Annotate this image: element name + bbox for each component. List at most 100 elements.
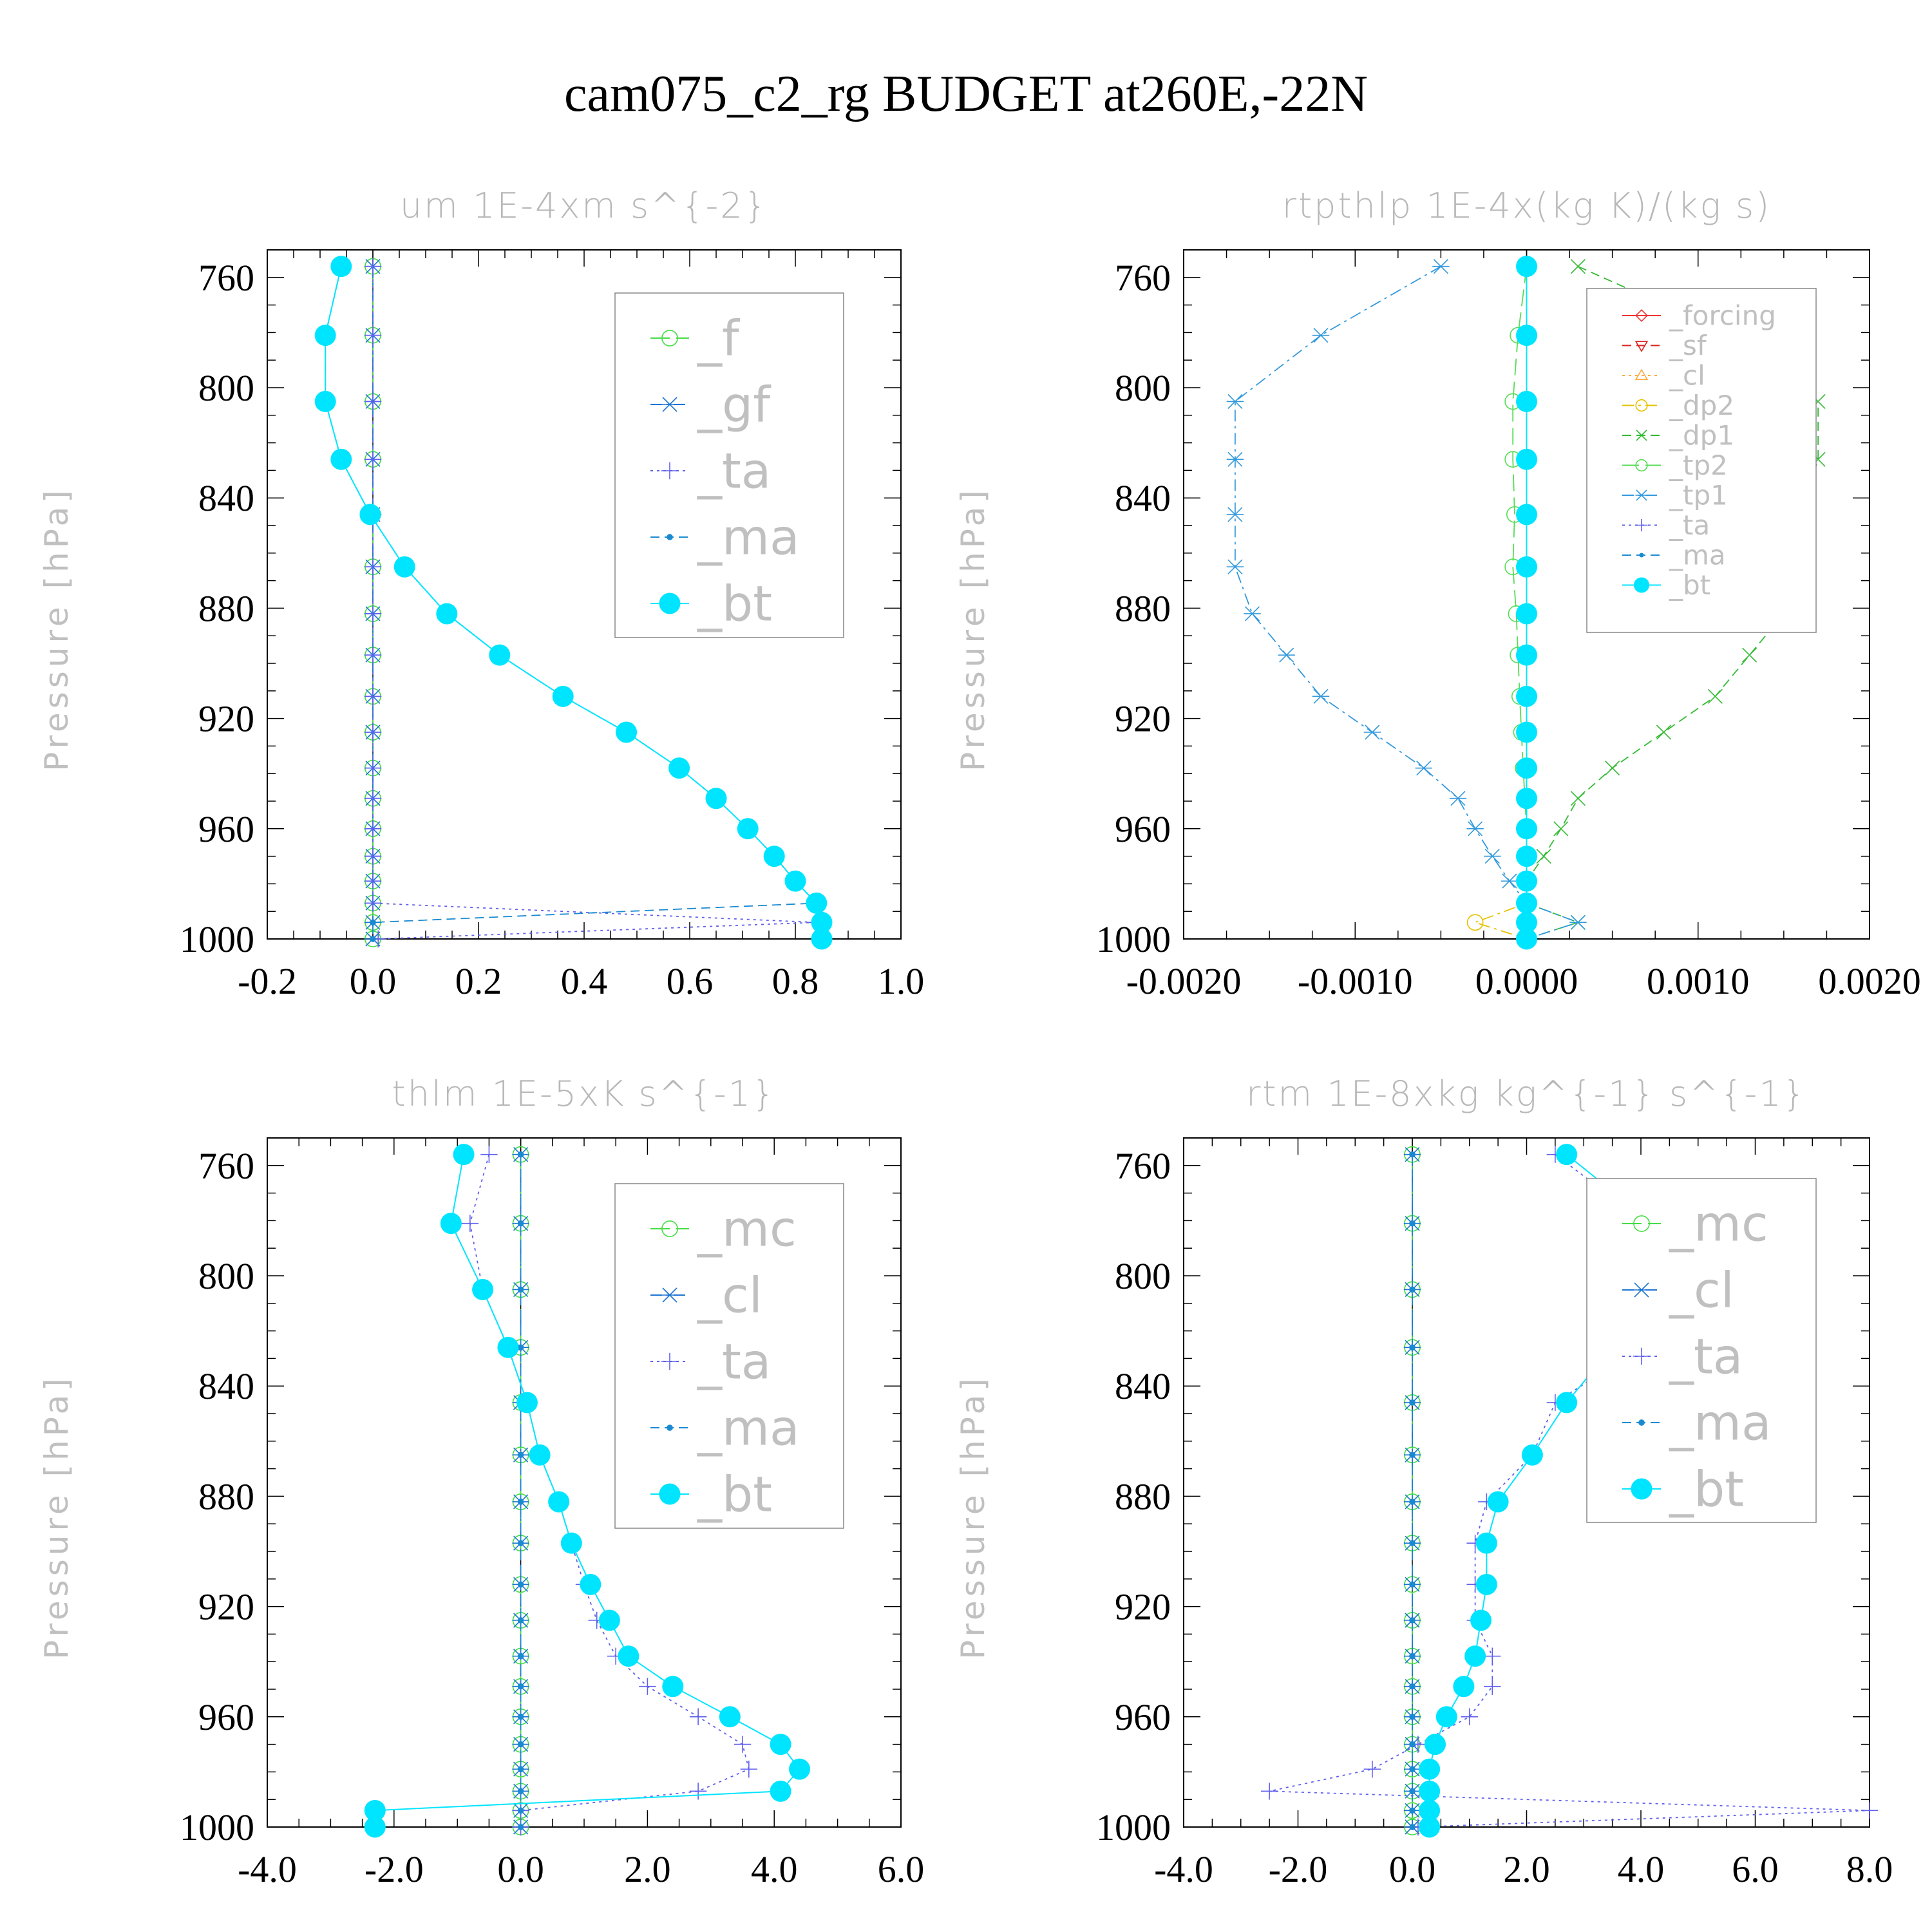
data-point bbox=[1707, 688, 1723, 704]
panel-4: rtm 1E-8xkg kg^{-1} s^{-1} Pressure [hPa]… bbox=[954, 1074, 1893, 1890]
data-point bbox=[440, 1213, 462, 1235]
data-point bbox=[364, 558, 382, 576]
legend-label: _mc bbox=[1669, 1195, 1768, 1253]
data-point bbox=[763, 846, 785, 867]
legend-label: _cl bbox=[1669, 1262, 1734, 1319]
data-point bbox=[598, 1609, 620, 1631]
y-tick-label: 920 bbox=[198, 698, 254, 740]
legend-label: _cl bbox=[697, 1267, 762, 1324]
data-point bbox=[1278, 647, 1295, 663]
data-point bbox=[364, 605, 382, 623]
data-point bbox=[1861, 1802, 1879, 1819]
legend-label: _gf bbox=[697, 376, 772, 433]
legend-marker bbox=[1635, 489, 1648, 501]
y-tick-label: 1000 bbox=[180, 918, 254, 960]
legend-marker bbox=[1638, 1419, 1645, 1426]
data-point bbox=[806, 892, 828, 914]
data-point bbox=[364, 1816, 386, 1838]
legend-label: _ta bbox=[1669, 509, 1710, 541]
y-tick-label: 960 bbox=[198, 1696, 254, 1738]
data-point bbox=[705, 788, 727, 810]
x-tick-label: 0.0 bbox=[350, 960, 397, 1002]
x-tick-label: -0.0020 bbox=[1126, 960, 1242, 1002]
data-point bbox=[330, 256, 352, 278]
data-point bbox=[1435, 1706, 1457, 1728]
legend-marker bbox=[1635, 309, 1648, 322]
data-point bbox=[517, 1807, 524, 1814]
data-point bbox=[1409, 1540, 1416, 1546]
data-point bbox=[1409, 1151, 1416, 1158]
y-tick-label: 1000 bbox=[1096, 918, 1171, 960]
data-point bbox=[737, 818, 759, 840]
y-tick-label: 880 bbox=[1115, 1475, 1171, 1517]
legend: _mc _cl _ta _ma _bt bbox=[1586, 1178, 1817, 1523]
data-point bbox=[1409, 1399, 1416, 1406]
data-point bbox=[364, 820, 382, 837]
data-point bbox=[516, 1392, 538, 1414]
data-point bbox=[734, 1736, 752, 1753]
figure-title: cam075_c2_rg BUDGET at260E,-22N bbox=[564, 66, 1368, 122]
data-point bbox=[1425, 1734, 1446, 1756]
data-point bbox=[517, 1713, 524, 1720]
x-tick-label: 8.0 bbox=[1846, 1848, 1893, 1890]
data-point bbox=[1570, 259, 1586, 274]
data-point bbox=[811, 928, 833, 950]
data-point bbox=[364, 790, 382, 807]
y-tick-label: 840 bbox=[198, 1365, 254, 1407]
data-point bbox=[1409, 1653, 1416, 1660]
panel-3: thlm 1E-5xK s^{-1} Pressure [hPa] 760 800 84… bbox=[38, 1074, 924, 1890]
legend-marker bbox=[667, 1425, 673, 1431]
data-point bbox=[552, 685, 574, 707]
data-point bbox=[370, 919, 376, 926]
series-bt bbox=[1516, 256, 1537, 950]
y-tick-label: 840 bbox=[1115, 1365, 1171, 1407]
legend-label: _forcing bbox=[1669, 300, 1776, 332]
data-point bbox=[1409, 1617, 1416, 1624]
data-point bbox=[364, 451, 382, 468]
legend-label: _ta bbox=[1669, 1328, 1743, 1385]
data-point bbox=[517, 1540, 524, 1546]
data-point bbox=[517, 1286, 524, 1293]
data-point bbox=[1409, 1824, 1416, 1830]
data-point bbox=[1409, 1741, 1416, 1748]
x-tick-label: 0.8 bbox=[772, 960, 819, 1002]
data-point bbox=[1484, 849, 1501, 864]
panel-2: rtpthlp 1E-4x(kg K)/(kg s) Pressure [hPa]… bbox=[954, 185, 1921, 1002]
legend-label: _dp2 bbox=[1669, 390, 1734, 421]
legend-label: _f bbox=[697, 310, 741, 367]
x-tick-label: 0.0020 bbox=[1818, 960, 1921, 1002]
data-point bbox=[1409, 1344, 1416, 1351]
y-tick-label: 800 bbox=[1115, 1255, 1171, 1297]
legend-marker bbox=[1636, 430, 1647, 441]
legend-label: _bt bbox=[1669, 1461, 1744, 1518]
data-point bbox=[1419, 1780, 1441, 1802]
data-point bbox=[789, 1758, 811, 1780]
legend-label: _bt bbox=[697, 1466, 772, 1523]
x-tick-label: -0.0010 bbox=[1298, 960, 1413, 1002]
x-tick-label: 2.0 bbox=[1503, 1848, 1550, 1890]
data-point bbox=[1516, 256, 1537, 278]
data-point bbox=[770, 1780, 791, 1802]
x-tick-label: 0.0 bbox=[1389, 1848, 1436, 1890]
y-axis-label: Pressure [hPa] bbox=[954, 486, 992, 772]
data-point bbox=[364, 327, 382, 344]
data-point bbox=[1226, 451, 1244, 467]
panel-title: rtm 1E-8xkg kg^{-1} s^{-1} bbox=[1246, 1074, 1807, 1114]
data-point bbox=[517, 1741, 524, 1748]
data-point bbox=[1536, 849, 1551, 864]
data-point bbox=[517, 1344, 524, 1351]
data-point bbox=[1466, 914, 1484, 931]
series-group bbox=[364, 1144, 811, 1838]
data-point bbox=[1409, 1220, 1416, 1227]
y-axis-label: Pressure [hPa] bbox=[38, 486, 75, 772]
data-point bbox=[1553, 821, 1569, 837]
data-point bbox=[1244, 606, 1261, 621]
x-tick-label: 0.4 bbox=[561, 960, 608, 1002]
x-tick-label: -2.0 bbox=[365, 1848, 424, 1890]
data-point bbox=[1487, 1491, 1509, 1513]
data-point bbox=[517, 1653, 524, 1660]
data-point bbox=[662, 1676, 684, 1698]
legend-marker bbox=[659, 1483, 681, 1505]
x-tick-label: 0.0000 bbox=[1475, 960, 1578, 1002]
data-point bbox=[517, 1824, 524, 1830]
